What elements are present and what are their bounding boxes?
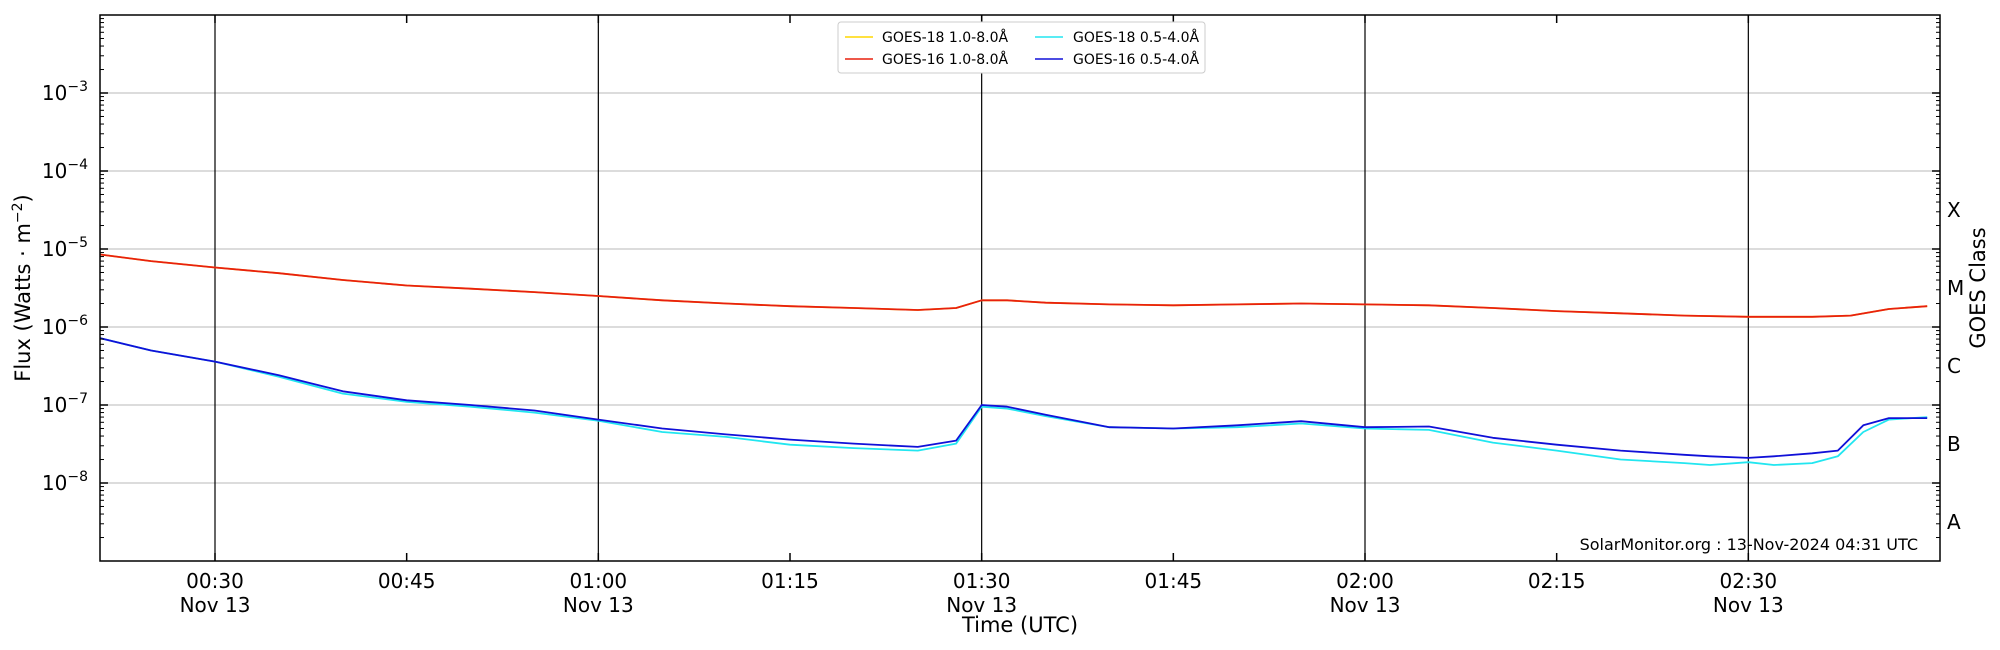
series-lines	[99, 253, 1928, 466]
goes-class-m: M	[1947, 276, 1964, 300]
x-tick-date-8: Nov 13	[1713, 593, 1784, 617]
y-tick-label-1: 10−7	[42, 391, 88, 417]
goes-class-labels: X M C B A	[1947, 198, 1964, 534]
x-tick-date-2: Nov 13	[563, 593, 634, 617]
y-tick-label-5: 10−3	[42, 79, 88, 105]
date-vertical-lines	[214, 15, 1749, 561]
goes-class-a: A	[1947, 510, 1961, 534]
x-tick-label-5: 01:45	[1145, 569, 1203, 593]
x-tick-label-3: 01:15	[761, 569, 819, 593]
grid-lines	[100, 92, 1940, 484]
x-tick-date-6: Nov 13	[1330, 593, 1401, 617]
credit-text: SolarMonitor.org : 13-Nov-2024 04:31 UTC	[1580, 535, 1918, 554]
y-tick-label-2: 10−6	[42, 313, 88, 339]
legend-label-goes18-short: GOES-18 0.5-4.0Å	[1073, 29, 1199, 46]
legend-label-goes16-long: GOES-16 1.0-8.0Å	[882, 51, 1008, 68]
x-tick-label-7: 02:15	[1528, 569, 1586, 593]
x-tick-date-0: Nov 13	[180, 593, 251, 617]
plot-background	[100, 15, 1940, 561]
series-line-3	[99, 337, 1928, 459]
y-tick-label-3: 10−5	[42, 235, 88, 261]
legend: GOES-18 1.0-8.0Å GOES-16 1.0-8.0Å GOES-1…	[837, 21, 1206, 74]
x-tick-label-8: 02:30	[1720, 569, 1778, 593]
legend-label-goes18-long: GOES-18 1.0-8.0Å	[882, 29, 1008, 46]
goes-class-x: X	[1947, 198, 1961, 222]
goes-class-c: C	[1947, 354, 1961, 378]
x-tick-label-0: 00:30	[186, 569, 244, 593]
goes-class-axis-label: GOES Class	[1966, 227, 1990, 348]
x-tick-label-4: 01:30	[953, 569, 1011, 593]
x-tick-date-4: Nov 13	[946, 593, 1017, 617]
y-axis-label: Flux (Watts · m−2)	[10, 194, 35, 382]
series-line-1	[99, 253, 1928, 318]
legend-box	[837, 21, 1206, 74]
legend-label-goes16-short: GOES-16 0.5-4.0Å	[1073, 51, 1199, 68]
x-axis-label: Time (UTC)	[961, 613, 1078, 637]
goes-class-b: B	[1947, 432, 1961, 456]
x-tick-label-6: 02:00	[1336, 569, 1394, 593]
y-axis-label-exponent: −2	[10, 202, 26, 223]
x-tick-label-2: 01:00	[570, 569, 628, 593]
x-tick-label-1: 00:45	[378, 569, 436, 593]
y-axis-label-main: Flux (Watts · m	[11, 223, 35, 382]
plot-frame	[99, 14, 1941, 562]
y-axis-ticks: 10−8 10−7 10−6 10−5 10−4 10−3	[42, 18, 1940, 539]
y-tick-label-4: 10−4	[42, 157, 88, 183]
y-tick-label-0: 10−8	[42, 469, 88, 495]
y-axis-label-close: )	[11, 194, 35, 202]
